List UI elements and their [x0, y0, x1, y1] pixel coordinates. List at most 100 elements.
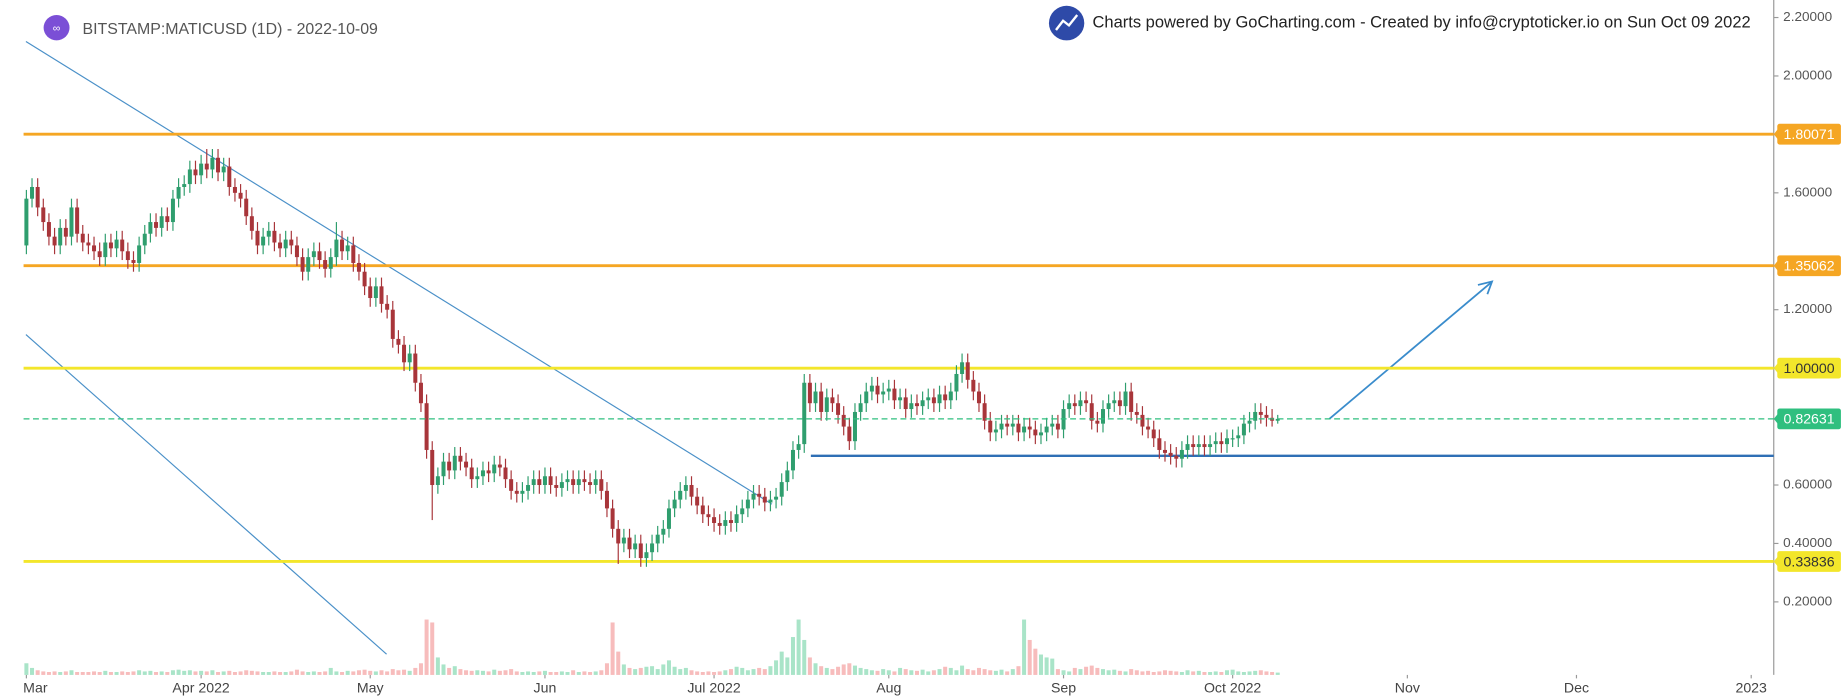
- candle-body: [24, 198, 29, 246]
- volume-bar: [898, 667, 903, 675]
- candle-body: [396, 338, 401, 345]
- volume-bar: [80, 672, 85, 675]
- candle-body: [1033, 429, 1038, 436]
- candle-body: [638, 543, 643, 559]
- volume-bar: [774, 660, 779, 675]
- price-tag-pointer: [1773, 259, 1779, 272]
- candle-body: [666, 508, 671, 529]
- candle-body: [480, 470, 485, 477]
- candle-body: [621, 537, 626, 544]
- candle-body: [283, 239, 288, 249]
- volume-bar: [418, 663, 423, 675]
- volume-bar: [216, 672, 221, 675]
- candle-body: [672, 499, 677, 509]
- candle-body: [464, 461, 469, 468]
- volume-bar: [407, 670, 412, 675]
- candle-body: [875, 385, 880, 395]
- candle-body: [114, 239, 119, 249]
- candle-body: [954, 373, 959, 392]
- candle-body: [926, 397, 931, 401]
- candle-body: [30, 186, 35, 199]
- candle-body: [757, 493, 762, 497]
- volume-bar: [24, 663, 29, 675]
- volume-bar: [311, 671, 316, 675]
- volume-bar: [621, 664, 626, 675]
- volume-bar: [1112, 669, 1117, 675]
- volume-bar: [176, 669, 181, 675]
- volume-bar: [1236, 671, 1241, 675]
- candle-body: [97, 251, 102, 258]
- candle-body: [858, 403, 863, 412]
- volume-bar: [317, 672, 322, 675]
- candle-body: [526, 485, 531, 491]
- volume-bar: [30, 667, 35, 675]
- candle-body: [745, 499, 750, 509]
- volume-bar: [114, 672, 119, 675]
- volume-bar: [948, 667, 953, 675]
- volume-bar: [1084, 666, 1089, 675]
- volume-bar: [137, 670, 142, 675]
- volume-bar: [261, 672, 266, 675]
- header: ∞ BITSTAMP:MATICUSD (1D) - 2022-10-09 Ch…: [43, 5, 1751, 41]
- x-tick-label: Jul 2022: [687, 680, 741, 696]
- candle-body: [542, 476, 547, 486]
- candle-body: [452, 455, 457, 471]
- candle-body: [255, 230, 260, 246]
- volume-bar: [875, 670, 880, 675]
- candle-body: [976, 391, 981, 404]
- volume-bar: [154, 672, 159, 675]
- volume-bar: [1157, 671, 1162, 675]
- candle-body: [170, 198, 175, 223]
- volume-bar: [695, 671, 700, 675]
- volume-bar: [1089, 665, 1094, 675]
- volume-bar: [294, 669, 299, 675]
- candle-body: [1022, 426, 1027, 433]
- candle-body: [306, 257, 311, 272]
- volume-bar: [824, 667, 829, 675]
- volume-bar: [396, 670, 401, 675]
- volume-bar: [655, 669, 660, 675]
- candle-body: [1050, 423, 1055, 427]
- candle-body: [373, 286, 378, 299]
- candle-body: [785, 470, 790, 483]
- volume-bar: [340, 672, 345, 675]
- volume-bar: [1168, 670, 1173, 675]
- volume-bar: [1224, 670, 1229, 675]
- volume-bar: [1219, 672, 1224, 675]
- candle-body: [1213, 441, 1218, 445]
- candle-body: [790, 449, 795, 471]
- volume-bar: [1106, 670, 1111, 675]
- candle-body: [819, 391, 824, 412]
- volume-bar: [740, 667, 745, 675]
- volume-bar: [1230, 669, 1235, 675]
- volume-bar: [1185, 670, 1190, 675]
- volume-bar: [841, 664, 846, 675]
- volume-bar: [69, 670, 74, 675]
- candle-body: [1078, 400, 1083, 407]
- candle-body: [334, 239, 339, 258]
- volume-bar: [1050, 658, 1055, 675]
- volume-bar: [1129, 669, 1134, 675]
- volume-bar: [610, 622, 615, 675]
- volume-bar: [328, 667, 333, 675]
- volume-bar: [937, 669, 942, 675]
- volume-bar: [728, 669, 733, 675]
- candle-body: [458, 455, 463, 462]
- candle-body: [509, 479, 514, 491]
- candle-body: [559, 482, 564, 488]
- volume-bar: [1258, 670, 1263, 675]
- y-tick-label: 2.00000: [1783, 68, 1832, 83]
- candle-body: [1117, 400, 1122, 407]
- volume-bar: [402, 669, 407, 675]
- volume-bar: [971, 670, 976, 675]
- candle-body: [960, 362, 965, 374]
- candle-body: [982, 403, 987, 421]
- candle-body: [576, 479, 581, 486]
- volume-bar: [486, 671, 491, 675]
- candle-body: [435, 476, 440, 486]
- price-tag: [1777, 123, 1841, 145]
- volume-bar: [435, 657, 440, 675]
- candle-body: [266, 230, 271, 237]
- price-tag-pointer: [1773, 128, 1779, 140]
